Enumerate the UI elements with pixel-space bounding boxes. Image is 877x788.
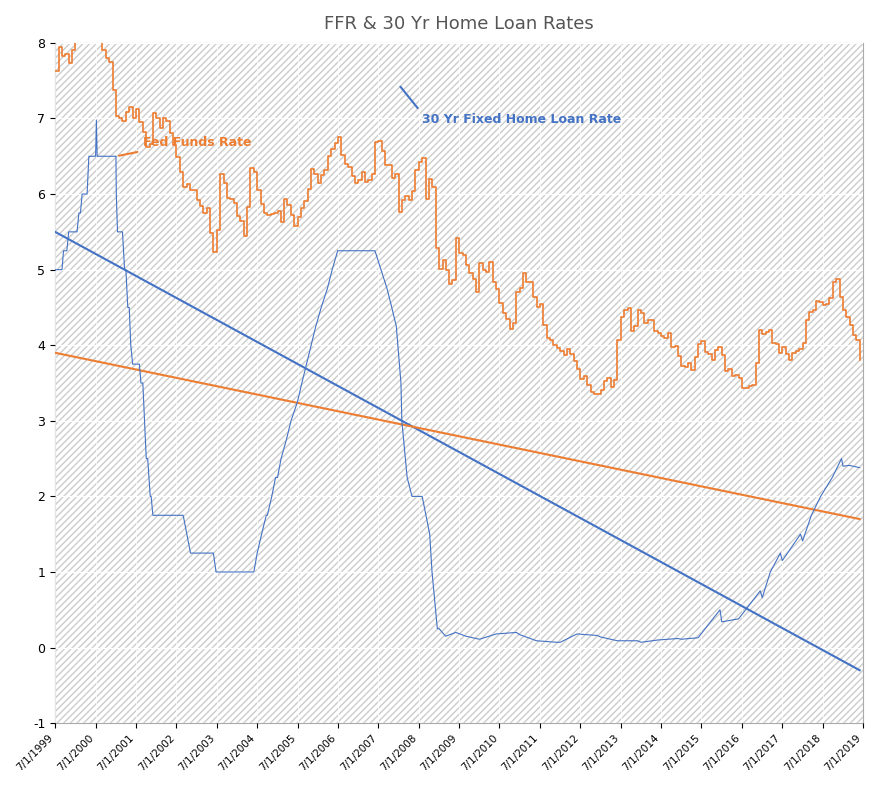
Text: 30 Yr Fixed Home Loan Rate: 30 Yr Fixed Home Loan Rate	[400, 87, 621, 126]
Title: FFR & 30 Yr Home Loan Rates: FFR & 30 Yr Home Loan Rates	[324, 15, 593, 33]
Text: Fed Funds Rate: Fed Funds Rate	[119, 136, 251, 156]
